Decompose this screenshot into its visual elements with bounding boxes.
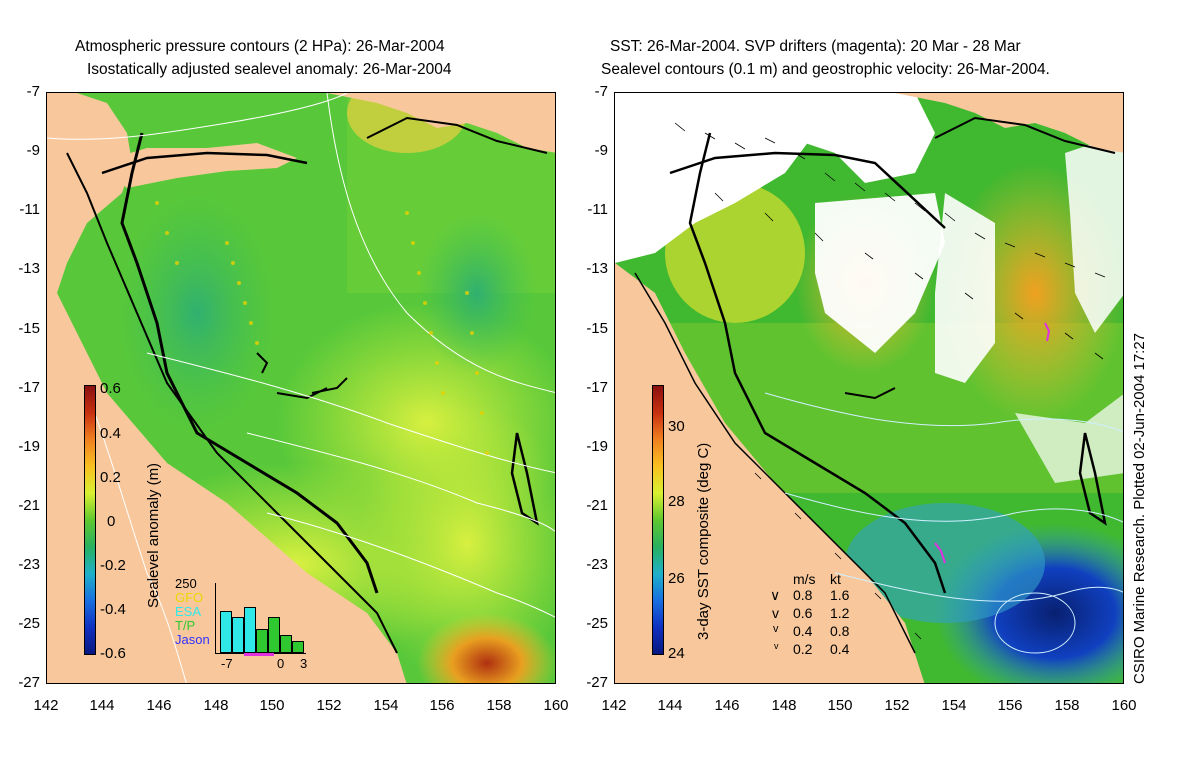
histogram-xtick: 3: [300, 656, 308, 671]
x-tick: 148: [203, 697, 229, 714]
y-tick: -23: [18, 556, 40, 573]
right-title-line1: SST: 26-Mar-2004. SVP drifters (magenta)…: [610, 38, 1021, 55]
sealevel-anomaly-map: [47, 93, 555, 683]
sst-tick: 30: [668, 418, 685, 435]
x-tick: 146: [146, 697, 172, 714]
sealevel-tick: -0.2: [100, 557, 126, 574]
y-tick: -17: [586, 379, 608, 396]
y-tick: -7: [594, 83, 608, 100]
histogram-ymax-label: 250: [175, 576, 197, 591]
y-tick: -23: [586, 556, 608, 573]
y-tick: -9: [26, 142, 40, 159]
y-tick: -9: [594, 142, 608, 159]
y-tick: -21: [18, 497, 40, 514]
sealevel-colorbar: [84, 385, 96, 655]
x-tick: 142: [33, 697, 59, 714]
speed-header-ms: m/s: [793, 571, 816, 587]
y-tick: -11: [587, 201, 608, 218]
sealevel-tick: 0: [107, 513, 116, 530]
x-tick: 152: [316, 697, 342, 714]
y-tick: -25: [18, 615, 40, 632]
left-title-line2: Isostatically adjusted sealevel anomaly:…: [87, 61, 452, 78]
speed-ms: 0.4: [793, 623, 813, 639]
sst-tick: 28: [668, 493, 685, 510]
x-tick: 152: [884, 697, 910, 714]
speed-kt: 0.4: [830, 641, 850, 657]
speed-kt: 1.2: [830, 605, 850, 621]
sst-tick: 26: [668, 570, 685, 587]
speed-arrow: ∨: [770, 587, 781, 603]
x-tick: 150: [827, 697, 853, 714]
x-tick: 146: [714, 697, 740, 714]
sst-colorbar-label: 3-day SST composite (deg C): [695, 442, 712, 640]
speed-header-kt: kt: [830, 571, 841, 587]
x-tick: 150: [259, 697, 285, 714]
right-map-panel: 30 28 26 24 3-day SST composite (deg C) …: [614, 92, 1124, 684]
legend-jason: Jason: [175, 632, 210, 647]
x-tick: 156: [429, 697, 455, 714]
y-tick: -21: [586, 497, 608, 514]
sealevel-tick: -0.4: [100, 601, 126, 618]
credit-text: CSIRO Marine Research. Plotted 02-Jun-20…: [1131, 332, 1148, 684]
y-tick: -17: [18, 379, 40, 396]
sst-tick: 24: [668, 645, 685, 662]
speed-ms: 0.2: [793, 641, 813, 657]
x-tick: 160: [1111, 697, 1137, 714]
y-tick: -25: [586, 615, 608, 632]
speed-kt: 1.6: [830, 587, 850, 603]
y-tick: -27: [18, 674, 40, 691]
x-tick: 144: [89, 697, 115, 714]
x-tick: 142: [601, 697, 627, 714]
left-map-panel: 0.6 0.4 0.2 0 -0.2 -0.4 -0.6 Sealevel an…: [46, 92, 556, 684]
speed-arrow: v: [774, 641, 779, 651]
y-tick: -13: [586, 260, 608, 277]
legend-esa: ESA: [175, 604, 202, 619]
x-tick: 144: [657, 697, 683, 714]
x-tick: 154: [373, 697, 399, 714]
x-tick: 154: [941, 697, 967, 714]
histogram-xtick: -7: [221, 656, 233, 671]
track-histogram: [215, 583, 306, 656]
sealevel-tick: 0.6: [100, 380, 121, 397]
x-tick: 158: [1054, 697, 1080, 714]
y-tick: -11: [19, 201, 40, 218]
legend-tp: T/P: [175, 618, 196, 633]
y-tick: -15: [586, 320, 608, 337]
x-tick: 158: [486, 697, 512, 714]
sealevel-tick: -0.6: [100, 645, 126, 662]
sst-colorbar: [652, 385, 664, 655]
y-tick: -7: [26, 83, 40, 100]
y-tick: -15: [18, 320, 40, 337]
speed-ms: 0.6: [793, 605, 813, 621]
histogram-xtick: 0: [277, 656, 285, 671]
left-title-line1: Atmospheric pressure contours (2 HPa): 2…: [75, 38, 445, 55]
x-tick: 160: [543, 697, 569, 714]
x-tick: 148: [771, 697, 797, 714]
speed-arrow: v: [773, 623, 779, 635]
legend-gfo: GFO: [175, 590, 204, 605]
sealevel-tick: 0.2: [100, 469, 121, 486]
sealevel-colorbar-label: Sealevel anomaly (m): [145, 462, 162, 608]
x-tick: 156: [997, 697, 1023, 714]
sst-map: [615, 93, 1123, 683]
right-title-line2: Sealevel contours (0.1 m) and geostrophi…: [601, 61, 1050, 78]
speed-arrow: v: [772, 605, 779, 621]
y-tick: -13: [18, 260, 40, 277]
speed-kt: 0.8: [830, 623, 850, 639]
y-tick: -19: [18, 438, 40, 455]
speed-ms: 0.8: [793, 587, 813, 603]
y-tick: -27: [586, 674, 608, 691]
sealevel-tick: 0.4: [100, 425, 121, 442]
y-tick: -19: [586, 438, 608, 455]
